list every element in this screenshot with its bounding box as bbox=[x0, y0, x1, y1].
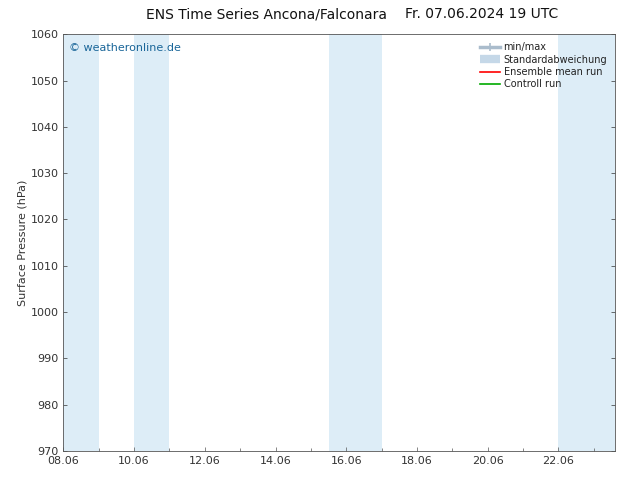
Text: Fr. 07.06.2024 19 UTC: Fr. 07.06.2024 19 UTC bbox=[405, 7, 559, 22]
Text: ENS Time Series Ancona/Falconara: ENS Time Series Ancona/Falconara bbox=[146, 7, 387, 22]
Bar bbox=[328, 34, 382, 451]
Legend: min/max, Standardabweichung, Ensemble mean run, Controll run: min/max, Standardabweichung, Ensemble me… bbox=[477, 39, 610, 92]
Y-axis label: Surface Pressure (hPa): Surface Pressure (hPa) bbox=[18, 179, 28, 306]
Bar bbox=[559, 34, 615, 451]
Text: © weatheronline.de: © weatheronline.de bbox=[69, 43, 181, 52]
Bar bbox=[63, 34, 99, 451]
Bar bbox=[134, 34, 169, 451]
